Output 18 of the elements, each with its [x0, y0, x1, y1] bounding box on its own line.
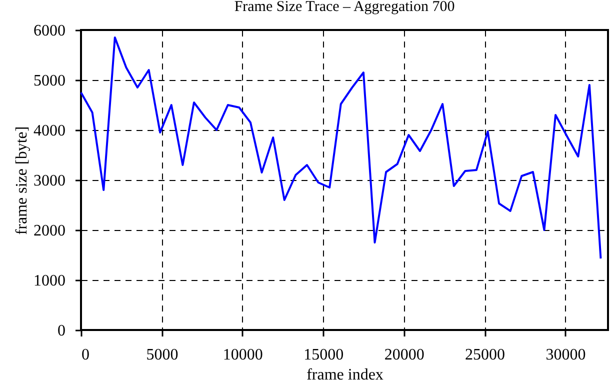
y-tick-label: 1000 [34, 272, 66, 290]
y-tick-label: 6000 [34, 22, 66, 40]
x-tick-label: 15000 [304, 346, 344, 364]
x-tick-label: 0 [82, 346, 90, 364]
x-axis-title: frame index [306, 366, 384, 380]
y-tick-label: 4000 [34, 122, 66, 140]
chart-title: Frame Size Trace – Aggregation 700 [234, 0, 455, 15]
x-tick-label: 25000 [465, 346, 506, 364]
x-tick-label: 30000 [546, 346, 586, 364]
y-tick-label: 2000 [34, 222, 66, 240]
x-tick-label: 20000 [384, 346, 424, 364]
x-tick-label: 5000 [146, 346, 178, 364]
y-axis-title: frame size [byte] [14, 126, 30, 235]
y-tick-label: 0 [58, 322, 66, 340]
y-tick-label: 3000 [34, 172, 66, 190]
y-tick-label: 5000 [34, 72, 66, 90]
x-tick-label: 10000 [222, 346, 263, 364]
line-series [80, 36, 602, 260]
